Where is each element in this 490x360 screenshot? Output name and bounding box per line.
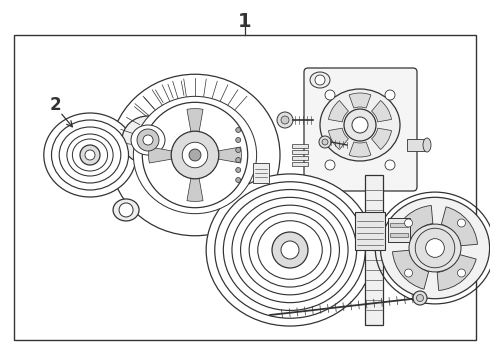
Bar (355, 212, 385, 250)
Circle shape (319, 136, 331, 148)
Circle shape (277, 112, 293, 128)
Bar (14, 35, 476, 340)
Ellipse shape (44, 113, 136, 197)
Ellipse shape (110, 74, 280, 236)
Wedge shape (187, 155, 203, 201)
Circle shape (119, 203, 133, 217)
Circle shape (426, 239, 444, 257)
Circle shape (416, 294, 423, 302)
Bar (390, 233, 408, 237)
Wedge shape (371, 100, 392, 122)
Circle shape (272, 232, 308, 268)
Circle shape (85, 150, 95, 160)
Circle shape (344, 109, 376, 141)
Circle shape (281, 116, 289, 124)
Circle shape (322, 139, 328, 145)
Ellipse shape (258, 221, 322, 279)
Bar (292, 162, 308, 166)
Wedge shape (195, 147, 242, 163)
Wedge shape (148, 147, 195, 163)
Bar (388, 218, 410, 242)
Ellipse shape (380, 197, 490, 299)
Circle shape (413, 291, 427, 305)
Circle shape (385, 160, 395, 170)
Circle shape (236, 177, 241, 183)
Wedge shape (349, 93, 371, 108)
Ellipse shape (67, 134, 113, 176)
Wedge shape (441, 207, 477, 246)
Ellipse shape (310, 72, 330, 88)
Wedge shape (394, 206, 433, 242)
Ellipse shape (59, 127, 121, 183)
Wedge shape (349, 142, 371, 157)
Ellipse shape (409, 224, 461, 272)
Ellipse shape (206, 174, 374, 326)
Ellipse shape (249, 213, 331, 287)
Ellipse shape (423, 138, 431, 152)
Text: 2: 2 (49, 96, 61, 114)
Circle shape (236, 138, 241, 143)
Ellipse shape (113, 199, 139, 221)
Bar (365, 175, 383, 325)
Circle shape (236, 127, 241, 132)
Circle shape (385, 90, 395, 100)
Circle shape (171, 131, 219, 179)
Bar (292, 156, 308, 160)
Text: 1: 1 (238, 12, 252, 31)
Circle shape (182, 142, 208, 168)
Circle shape (325, 160, 335, 170)
Circle shape (236, 158, 241, 162)
FancyBboxPatch shape (304, 68, 417, 191)
Circle shape (142, 102, 248, 208)
Circle shape (80, 145, 100, 165)
Ellipse shape (223, 190, 357, 310)
Circle shape (236, 167, 241, 172)
Circle shape (352, 117, 368, 133)
Circle shape (405, 269, 413, 277)
Circle shape (458, 269, 466, 277)
Ellipse shape (241, 205, 340, 295)
Circle shape (325, 90, 335, 100)
Circle shape (415, 228, 455, 268)
Wedge shape (371, 128, 392, 149)
Ellipse shape (73, 139, 108, 171)
Bar (390, 223, 408, 227)
Circle shape (236, 148, 241, 153)
Circle shape (189, 149, 201, 161)
Ellipse shape (215, 182, 365, 318)
Circle shape (281, 241, 299, 259)
Bar (292, 150, 308, 154)
Ellipse shape (320, 89, 400, 161)
Circle shape (405, 219, 413, 227)
Wedge shape (437, 254, 476, 291)
Bar (292, 144, 308, 148)
Ellipse shape (133, 96, 257, 213)
Wedge shape (187, 109, 203, 155)
Circle shape (458, 219, 466, 227)
Ellipse shape (51, 120, 128, 190)
Bar (253, 163, 270, 183)
Circle shape (269, 184, 281, 196)
Wedge shape (328, 100, 348, 122)
Ellipse shape (264, 181, 286, 199)
Wedge shape (392, 250, 429, 289)
Circle shape (315, 75, 325, 85)
Bar (407, 139, 425, 151)
Ellipse shape (131, 125, 165, 155)
Circle shape (137, 129, 159, 151)
Ellipse shape (232, 197, 348, 303)
Wedge shape (328, 128, 348, 149)
Circle shape (143, 135, 153, 145)
Ellipse shape (122, 116, 174, 164)
